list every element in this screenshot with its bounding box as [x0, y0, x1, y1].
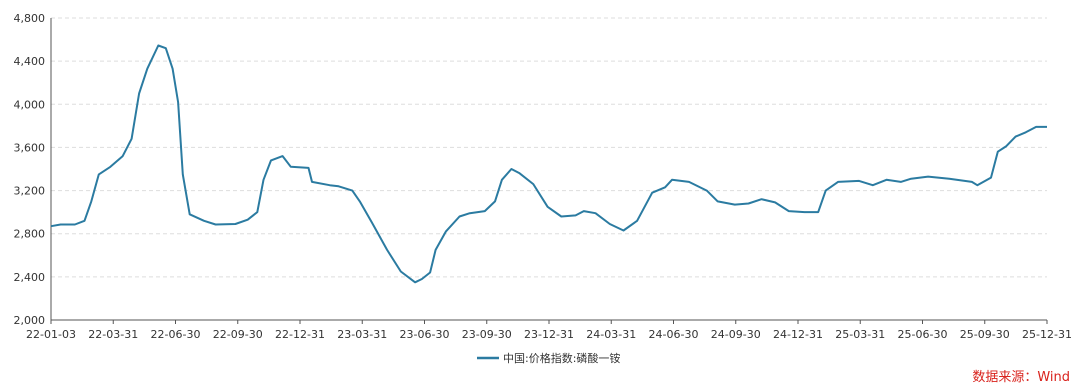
x-tick-label: 25-12-31	[1022, 328, 1072, 341]
x-tick-label: 22-01-03	[26, 328, 76, 341]
x-tick-label: 24-06-30	[649, 328, 699, 341]
x-tick-label: 23-12-31	[524, 328, 574, 341]
x-tick-label: 22-09-30	[213, 328, 263, 341]
x-tick-label: 24-03-31	[586, 328, 636, 341]
x-tick-label: 23-09-30	[462, 328, 512, 341]
x-tick-label: 23-06-30	[400, 328, 450, 341]
x-tick-label: 25-09-30	[960, 328, 1010, 341]
legend-label: 中国:价格指数:磷酸一铵	[503, 351, 620, 365]
x-tick-label: 22-12-31	[275, 328, 325, 341]
y-tick-label: 4,800	[14, 12, 46, 25]
y-tick-label: 4,400	[14, 55, 46, 68]
y-tick-label: 3,600	[14, 141, 46, 154]
legend: 中国:价格指数:磷酸一铵	[477, 351, 620, 365]
y-tick-label: 2,400	[14, 271, 46, 284]
grid-lines	[51, 17, 1047, 278]
y-axis: 2,000 2,400 2,800 3,200 3,600 4,000 4,400 4,800	[14, 12, 52, 327]
series-group	[50, 44, 1047, 284]
data-source-label: 数据来源：Wind	[972, 370, 1070, 385]
y-tick-label: 2,800	[14, 228, 46, 241]
x-tick-label: 24-12-31	[773, 328, 823, 341]
x-tick-label: 24-09-30	[711, 328, 761, 341]
y-tick-label: 2,000	[14, 314, 46, 327]
x-tick-label: 22-06-30	[151, 328, 201, 341]
x-tick-label: 22-03-31	[88, 328, 138, 341]
x-axis: 22-01-03 22-03-31 22-06-30 22-09-30 22-12-31…	[26, 319, 1072, 341]
y-tick-label: 4,000	[14, 98, 46, 111]
series-line	[50, 44, 1047, 284]
x-tick-label: 23-03-31	[337, 328, 387, 341]
y-tick-label: 3,200	[14, 185, 46, 198]
x-tick-label: 25-03-31	[835, 328, 885, 341]
x-tick-label: 25-06-30	[898, 328, 948, 341]
